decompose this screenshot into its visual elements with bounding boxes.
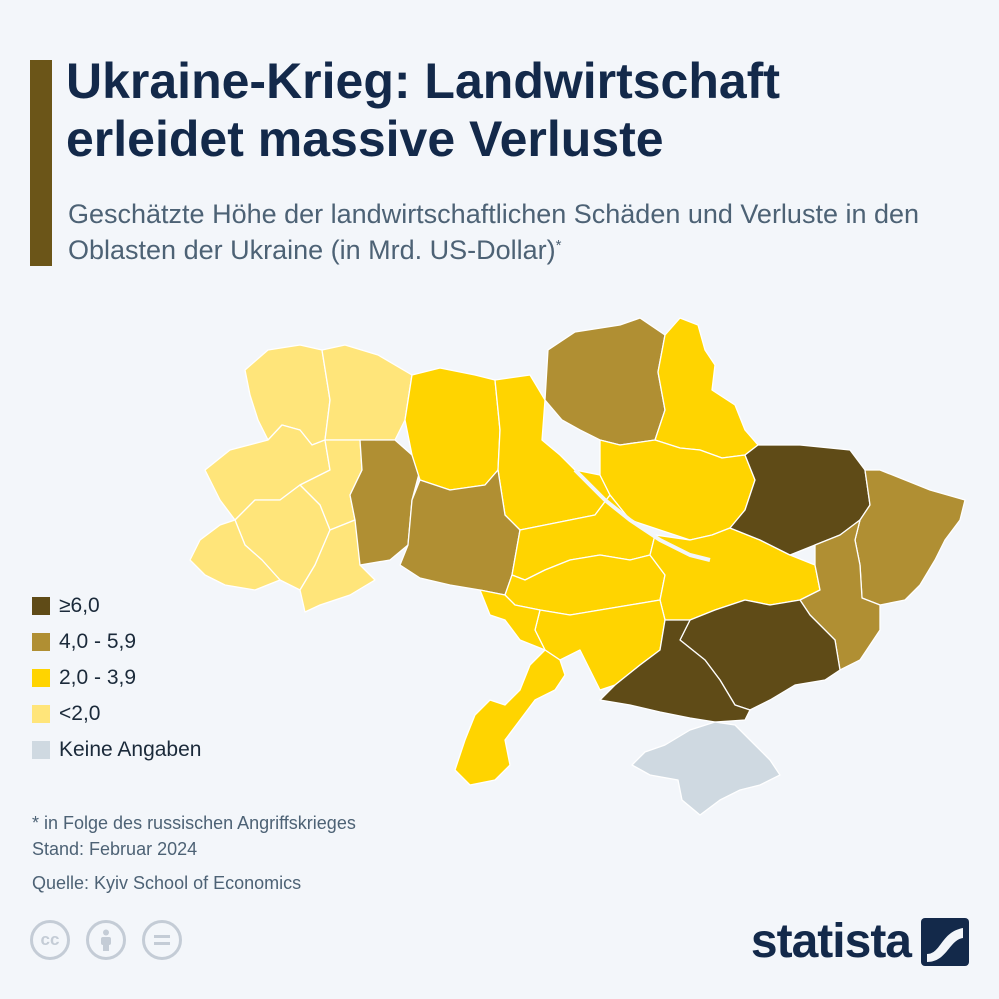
statista-logo-icon [921, 917, 969, 966]
oblast-chernihiv [544, 317, 666, 446]
dnipro-river [573, 468, 711, 562]
legend-label: 2,0 - 3,9 [59, 666, 137, 689]
chart-subtitle: Geschätzte Höhe der landwirtschaftlichen… [68, 196, 968, 268]
ukraine-oblast-map [189, 317, 966, 816]
oblast-zhytomyr [404, 367, 501, 491]
accent-bar [30, 60, 52, 266]
legend-label: 4,0 - 5,9 [59, 630, 137, 653]
oblast-kherson [599, 619, 751, 723]
legend-swatch [32, 633, 50, 651]
cc-icon[interactable]: cc [30, 920, 70, 960]
statista-logo[interactable]: statista [751, 914, 969, 969]
legend-swatch [32, 597, 50, 615]
attribution-icon[interactable] [86, 920, 126, 960]
legend-item: <2,0 [32, 696, 201, 732]
subtitle-text: Geschätzte Höhe der landwirtschaftlichen… [68, 199, 920, 265]
oblast-luhansk [854, 469, 966, 606]
oblast-odesa [454, 589, 566, 786]
footnotes: * in Folge des russischen Angriffskriege… [32, 810, 356, 896]
legend-swatch [32, 705, 50, 723]
oblast-chernivtsi [299, 519, 376, 613]
footnote-asterisk: * in Folge des russischen Angriffskriege… [32, 813, 356, 833]
legend-item: 4,0 - 5,9 [32, 624, 201, 660]
footnote-date: Stand: Februar 2024 [32, 839, 198, 859]
oblast-rivne [321, 344, 413, 441]
legend-swatch [32, 669, 50, 687]
no-derivatives-icon[interactable] [142, 920, 182, 960]
source-link[interactable]: Quelle: Kyiv School of Economics [32, 873, 302, 893]
legend-item: 2,0 - 3,9 [32, 660, 201, 696]
crimea [631, 721, 781, 816]
legend-swatch [32, 741, 50, 759]
chart-title: Ukraine-Krieg: Landwirtschaft erleidet m… [66, 53, 781, 167]
oblast-sumy [654, 317, 759, 459]
legend-label: ≥6,0 [59, 594, 100, 617]
oblast-donetsk [799, 519, 881, 671]
subtitle-footnote-mark: * [555, 237, 562, 254]
legend-label: Keine Angaben [59, 738, 202, 761]
license-icons: cc [30, 920, 198, 960]
brand-name: statista [750, 915, 912, 968]
legend-item: ≥6,0 [32, 588, 201, 624]
oblast-zakarpattia [189, 519, 281, 591]
legend: ≥6,0 4,0 - 5,9 2,0 - 3,9 <2,0 Keine Anga… [32, 588, 201, 768]
legend-item: Keine Angaben [32, 732, 201, 768]
legend-label: <2,0 [59, 702, 101, 725]
